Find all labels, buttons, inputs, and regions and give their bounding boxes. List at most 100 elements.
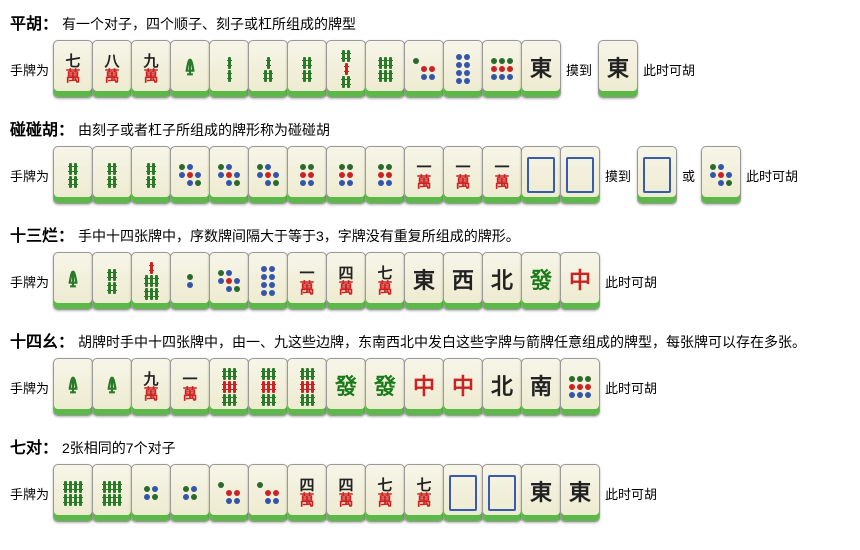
mahjong-tile (365, 146, 405, 204)
mahjong-tile (443, 40, 483, 98)
draw-label: 摸到 (605, 166, 631, 185)
mahjong-tile (365, 40, 405, 98)
mahjong-tile: 一萬 (482, 146, 522, 204)
mahjong-tile (560, 358, 600, 416)
win-label: 此时可胡 (643, 60, 695, 79)
mahjong-tile: 七萬 (53, 40, 93, 98)
rule-block: 七对：2张相同的7个对子手牌为四萬四萬七萬七萬東東此时可胡 (10, 434, 860, 522)
win-label: 此时可胡 (605, 378, 657, 397)
hand-tiles: 七萬八萬九萬𐃉 東 (53, 40, 560, 98)
mahjong-tile (248, 146, 288, 204)
mahjong-tile: 一萬 (404, 146, 444, 204)
mahjong-tile (326, 146, 366, 204)
mahjong-tile: 四萬 (326, 252, 366, 310)
mahjong-tile: 北 (482, 252, 522, 310)
hand-label: 手牌为 (10, 378, 49, 397)
rule-title: 七对： (10, 440, 58, 457)
draw-tiles (637, 146, 676, 204)
mahjong-tile: 七萬 (365, 464, 405, 522)
rule-desc: 由刻子或者杠子所组成的牌形称为碰碰胡 (78, 122, 330, 138)
mahjong-tile: 發 (326, 358, 366, 416)
rule-block: 平胡：有一个对子，四个顺子、刻子或杠所组成的牌型手牌为七萬八萬九萬𐃉東摸到東此时… (10, 10, 860, 98)
mahjong-tile: 中 (560, 252, 600, 310)
mahjong-tile (248, 464, 288, 522)
rule-title: 十四幺： (10, 334, 74, 351)
mahjong-tile (521, 146, 561, 204)
mahjong-tile (92, 252, 132, 310)
or-label: 或 (682, 166, 695, 185)
mahjong-tile (326, 40, 366, 98)
mahjong-tile: 中 (443, 358, 483, 416)
mahjong-tile (404, 40, 444, 98)
mahjong-tile: 八萬 (92, 40, 132, 98)
mahjong-tile (170, 464, 210, 522)
hand-tiles: 一萬一萬一萬 (53, 146, 599, 204)
rule-block: 十四幺：胡牌时手中十四张牌中，由一、九这些边牌，东南西北中发白这些字牌与箭牌任意… (10, 328, 860, 416)
mahjong-tile (92, 464, 132, 522)
mahjong-tile (248, 40, 288, 98)
mahjong-tile (287, 40, 327, 98)
mahjong-tile (560, 146, 600, 204)
rule-block: 十三烂：手中十四张牌中，序数牌间隔大于等于3，字牌没有重复所组成的牌形。手牌为𐃉… (10, 222, 860, 310)
mahjong-tile: 東 (521, 40, 561, 98)
mahjong-tile: 東 (404, 252, 444, 310)
mahjong-tile: 東 (598, 40, 638, 98)
mahjong-tile (248, 252, 288, 310)
mahjong-tile: 一萬 (170, 358, 210, 416)
mahjong-tile: 東 (560, 464, 600, 522)
mahjong-tile (482, 464, 522, 522)
hand-label: 手牌为 (10, 272, 49, 291)
mahjong-tile: 𐃉 (53, 358, 93, 416)
hand-tiles: 四萬四萬七萬七萬東東 (53, 464, 599, 522)
mahjong-tile: 四萬 (287, 464, 327, 522)
rule-desc: 有一个对子，四个顺子、刻子或杠所组成的牌型 (62, 16, 356, 32)
mahjong-tile: 發 (521, 252, 561, 310)
mahjong-tile (209, 252, 249, 310)
mahjong-tile (443, 464, 483, 522)
mahjong-tile: 七萬 (365, 252, 405, 310)
mahjong-tile (131, 464, 171, 522)
hand-tiles: 𐃉 一萬四萬七萬東西北發中 (53, 252, 599, 310)
mahjong-tile: 𐃉 (92, 358, 132, 416)
mahjong-tile: 𐃉 (170, 40, 210, 98)
rule-desc: 2张相同的7个对子 (62, 440, 176, 456)
win-label: 此时可胡 (605, 272, 657, 291)
win-label: 此时可胡 (746, 166, 798, 185)
mahjong-tile: 南 (521, 358, 561, 416)
mahjong-tile (92, 146, 132, 204)
mahjong-tile (131, 146, 171, 204)
mahjong-tile (170, 252, 210, 310)
mahjong-tile: 九萬 (131, 40, 171, 98)
mahjong-tile (131, 252, 171, 310)
rule-title: 碰碰胡： (10, 122, 74, 139)
win-label: 此时可胡 (605, 484, 657, 503)
mahjong-tile (170, 146, 210, 204)
mahjong-tile: 西 (443, 252, 483, 310)
mahjong-tile: 發 (365, 358, 405, 416)
mahjong-tile (209, 358, 249, 416)
mahjong-tile (53, 146, 93, 204)
rule-block: 碰碰胡：由刻子或者杠子所组成的牌形称为碰碰胡手牌为一萬一萬一萬摸到 或 此时可胡 (10, 116, 860, 204)
mahjong-tile (287, 358, 327, 416)
mahjong-tile: 東 (521, 464, 561, 522)
mahjong-tile: 七萬 (404, 464, 444, 522)
mahjong-tile (209, 40, 249, 98)
mahjong-tile (53, 464, 93, 522)
mahjong-tile: 𐃉 (53, 252, 93, 310)
mahjong-tile: 四萬 (326, 464, 366, 522)
hand-label: 手牌为 (10, 166, 49, 185)
hand-label: 手牌为 (10, 484, 49, 503)
mahjong-tile: 一萬 (287, 252, 327, 310)
mahjong-tile (248, 358, 288, 416)
rule-title: 十三烂： (10, 228, 74, 245)
mahjong-tile (209, 464, 249, 522)
mahjong-tile (637, 146, 677, 204)
or-tiles (701, 146, 740, 204)
hand-tiles: 𐃉𐃉九萬一萬發發中中北南 (53, 358, 599, 416)
draw-label: 摸到 (566, 60, 592, 79)
mahjong-tile: 中 (404, 358, 444, 416)
mahjong-tile (287, 146, 327, 204)
rule-desc: 胡牌时手中十四张牌中，由一、九这些边牌，东南西北中发白这些字牌与箭牌任意组成的牌… (78, 334, 806, 350)
mahjong-tile: 北 (482, 358, 522, 416)
rule-title: 平胡： (10, 16, 58, 33)
